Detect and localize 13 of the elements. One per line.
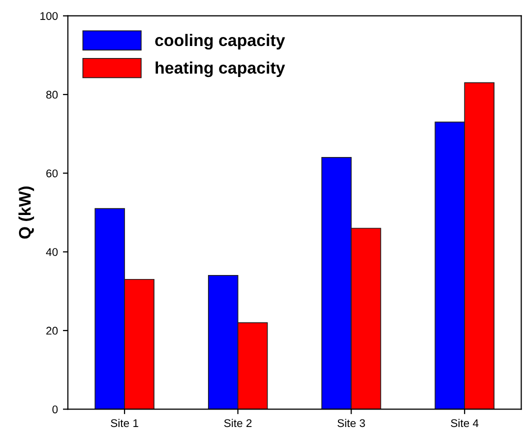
y-axis-title: Q (kW) [18,186,34,239]
y-tick-label: 40 [46,248,58,256]
y-tick-label: 100 [40,12,58,20]
legend-label: heating capacity [156,62,286,78]
y-tick-label: 0 [52,405,58,414]
legend-label: cooling capacity [155,34,286,50]
y-tick-label: 80 [46,90,58,99]
x-tick-label: Site 1 [110,418,138,428]
y-tick-label: 20 [46,326,58,335]
x-tick-label: Site 2 [224,418,252,428]
x-tick-label: Site 3 [338,418,365,428]
x-tick-label: Site 4 [450,418,478,428]
y-tick-label: 60 [46,169,58,178]
